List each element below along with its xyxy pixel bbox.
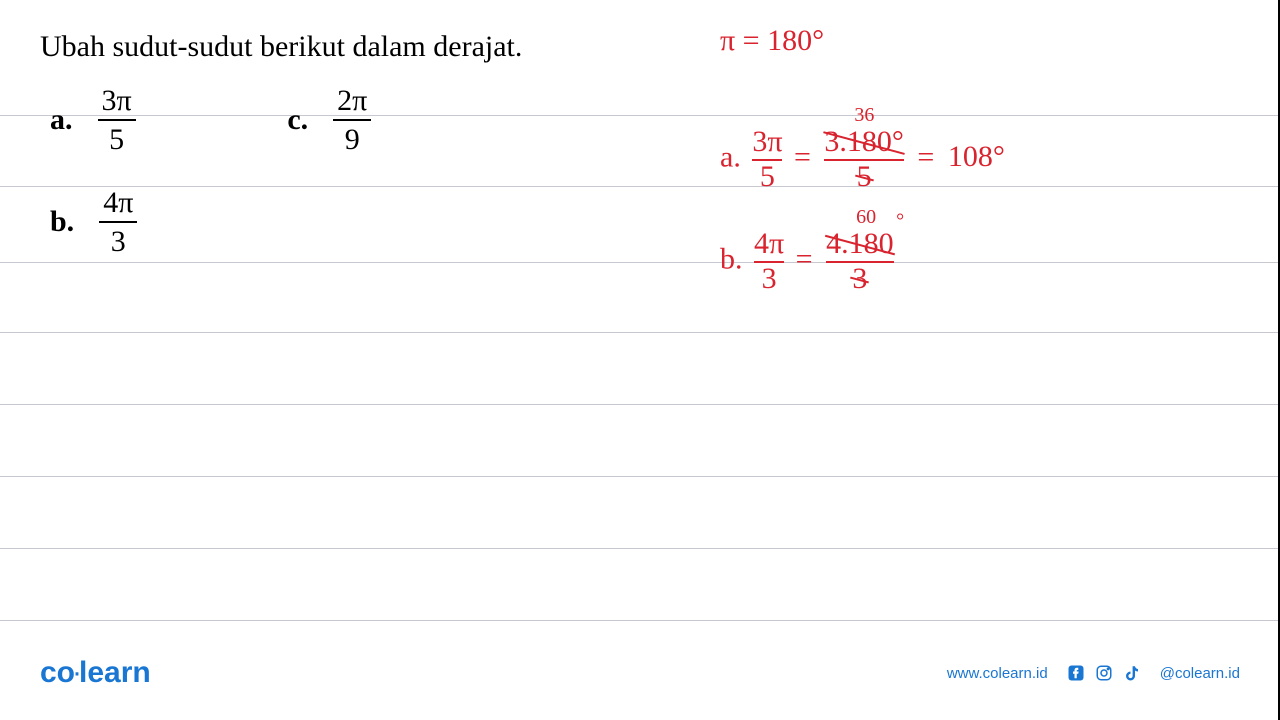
- colearn-logo: co·learn: [40, 656, 151, 690]
- handwriting-layer: π = 180° a. 3π 5 = 3.180° 5 36 = 108° b.…: [0, 0, 1280, 720]
- footer-handle: @colearn.id: [1160, 665, 1240, 682]
- instagram-icon: [1094, 663, 1114, 683]
- hw-answer-b: b. 4π 3 = 4.180 3 60 °: [720, 230, 900, 293]
- hw-answer-a: a. 3π 5 = 3.180° 5 36 = 108°: [720, 128, 1005, 191]
- social-icons: [1066, 663, 1142, 683]
- tiktok-icon: [1122, 663, 1142, 683]
- footer-url: www.colearn.id: [947, 665, 1048, 682]
- facebook-icon: [1066, 663, 1086, 683]
- footer: co·learn www.colearn.id @colearn.id: [0, 656, 1280, 690]
- hw-pi-definition: π = 180°: [720, 24, 824, 58]
